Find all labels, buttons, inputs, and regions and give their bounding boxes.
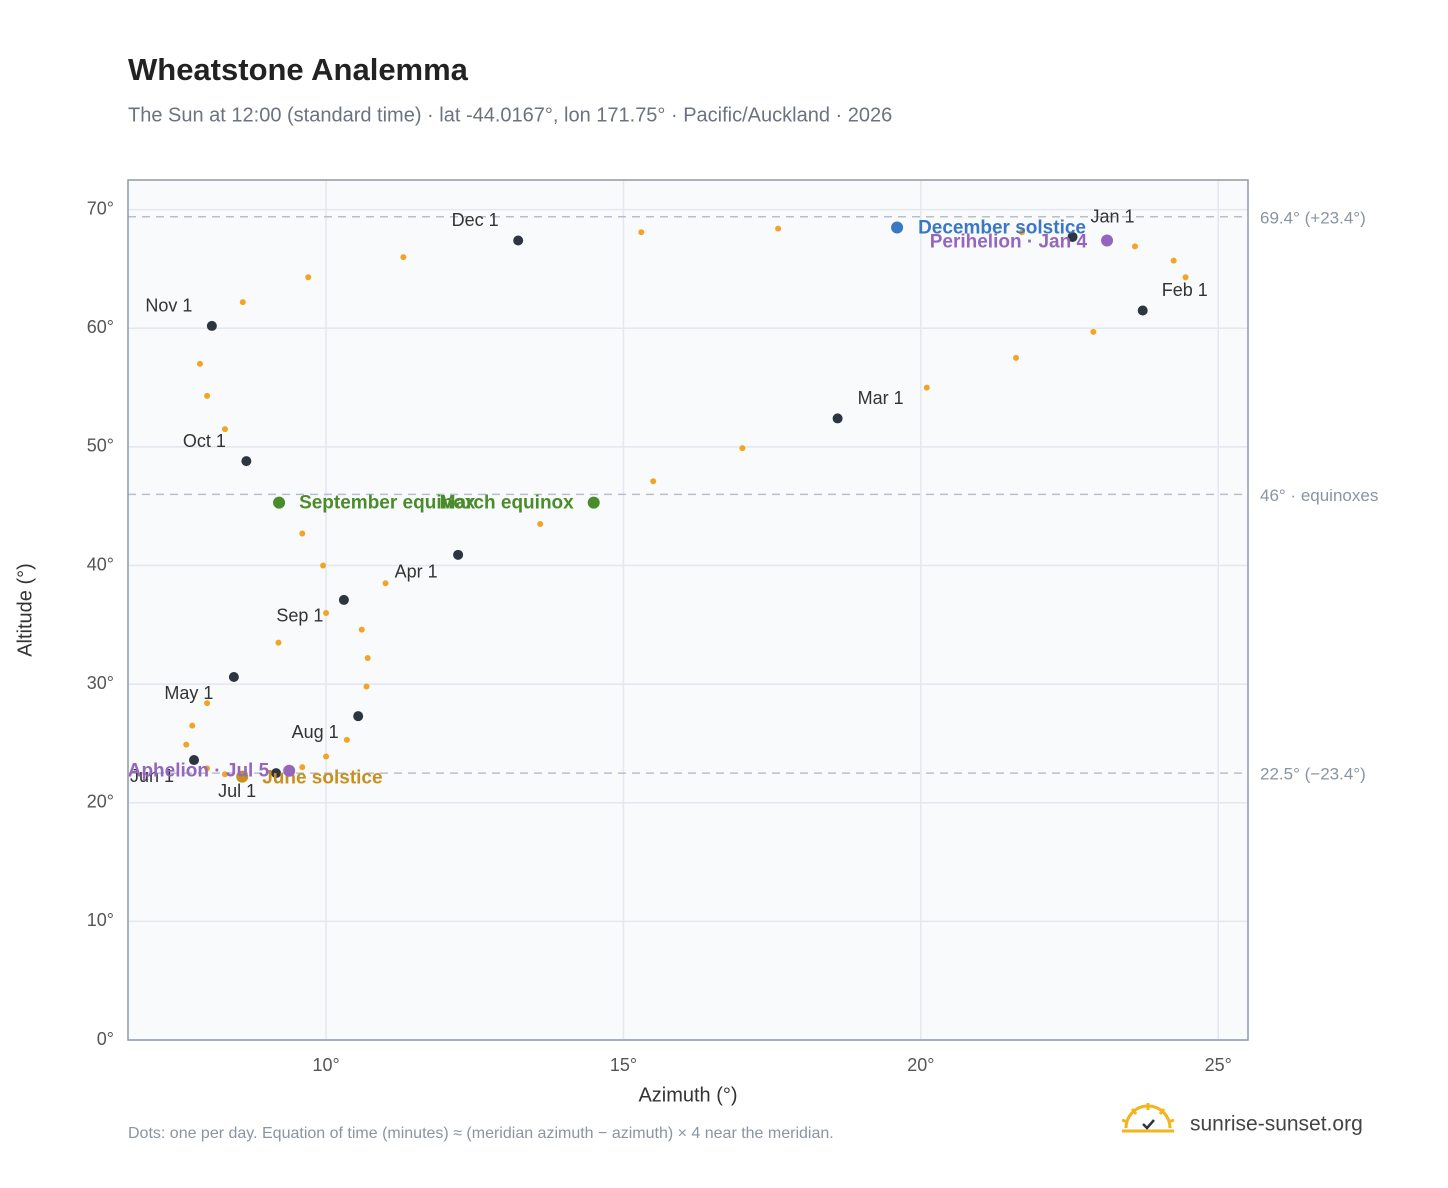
daily-dot	[1182, 274, 1189, 281]
month-marker	[353, 711, 364, 722]
month-marker	[228, 672, 239, 683]
daily-dot	[221, 771, 228, 778]
month-marker	[189, 755, 200, 766]
event-marker	[273, 496, 286, 509]
daily-dot	[305, 274, 312, 281]
month-marker	[241, 456, 252, 467]
daily-dot	[323, 753, 330, 760]
daily-dot	[1131, 243, 1138, 250]
y-tick-label: 50°	[87, 436, 114, 456]
y-tick-label: 70°	[87, 198, 114, 218]
marks: Jan 1 Feb 1 Mar 1 Apr 1 May 1 Jun 1 Jul 1 Aug 1…	[128, 207, 1208, 801]
event-label: June solstice	[262, 768, 382, 789]
y-tick-label: 40°	[87, 554, 114, 574]
month-label: Apr 1	[395, 562, 438, 582]
reference-label: 46° · equinoxes	[1260, 486, 1378, 505]
footnote: Dots: one per day. Equation of time (min…	[128, 1125, 834, 1142]
daily-dot	[1018, 229, 1025, 236]
brand-text: sunrise-sunset.org	[1190, 1113, 1363, 1136]
event-marker	[236, 770, 249, 783]
chart-subtitle: The Sun at 12:00 (standard time) · lat -…	[128, 104, 892, 126]
plot-background	[128, 180, 1248, 1040]
daily-dot	[363, 683, 370, 690]
month-marker	[1067, 231, 1078, 242]
daily-dot	[204, 392, 211, 399]
daily-dot	[358, 626, 365, 633]
event-marker	[587, 496, 600, 509]
daily-dot	[364, 655, 371, 662]
daily-dot	[299, 530, 306, 537]
daily-dot	[638, 229, 645, 236]
month-label: Jul 1	[218, 781, 256, 801]
daily-dot	[275, 639, 282, 646]
reference-label: 22.5° (−23.4°)	[1260, 765, 1366, 784]
y-tick-label: 60°	[87, 317, 114, 337]
event-marker	[1101, 234, 1114, 247]
month-marker	[1137, 305, 1148, 316]
daily-dot	[196, 360, 203, 367]
y-tick-label: 20°	[87, 792, 114, 812]
month-label: Jan 1	[1091, 207, 1135, 227]
event-marker	[891, 221, 904, 234]
month-marker	[832, 413, 843, 424]
event-label: Perihelion · Jan 4	[930, 232, 1088, 253]
daily-dot	[650, 478, 657, 485]
y-tick-label: 0°	[97, 1029, 114, 1049]
daily-dot	[537, 521, 544, 527]
event-label: September equinox	[299, 493, 476, 514]
event-label: March equinox	[440, 493, 575, 514]
y-tick-label: 30°	[87, 673, 114, 693]
event-label: Aphelion · Jul 5	[128, 761, 270, 782]
month-label: Feb 1	[1162, 280, 1208, 300]
chart-title: Wheatstone Analemma	[128, 52, 469, 87]
daily-dot	[739, 445, 746, 452]
daily-dot	[320, 562, 327, 569]
month-label: Oct 1	[183, 431, 226, 451]
month-label: Jun 1	[130, 766, 174, 786]
month-label: Dec 1	[452, 210, 499, 230]
month-marker	[338, 594, 349, 605]
daily-dot	[400, 254, 407, 261]
y-tick-label: 10°	[87, 910, 114, 930]
month-marker	[206, 320, 217, 331]
event-marker	[283, 764, 296, 777]
y-axis-label: Altitude (°)	[14, 563, 36, 657]
daily-dot	[1170, 257, 1177, 264]
daily-dot	[299, 764, 306, 771]
daily-dot	[323, 609, 330, 616]
plot-frame	[127, 179, 1249, 1041]
x-tick-label: 25°	[1205, 1055, 1232, 1075]
daily-dot	[1090, 328, 1097, 335]
daily-dot	[183, 741, 190, 748]
month-label: Nov 1	[145, 296, 192, 316]
daily-dot	[1013, 354, 1020, 361]
month-label: Sep 1	[276, 606, 323, 626]
x-tick-label: 10°	[312, 1055, 339, 1075]
daily-dot	[923, 384, 930, 391]
daily-dot	[189, 722, 196, 729]
daily-dot	[775, 225, 782, 232]
x-tick-label: 20°	[907, 1055, 934, 1075]
month-marker	[513, 235, 524, 246]
daily-dot	[343, 736, 350, 743]
daily-dot	[204, 700, 211, 707]
x-axis-label: Azimuth (°)	[638, 1084, 737, 1106]
month-marker	[271, 768, 282, 779]
daily-dot	[204, 765, 211, 772]
x-tick-label: 15°	[610, 1055, 637, 1075]
daily-dot	[382, 580, 389, 587]
daily-dot	[221, 426, 228, 433]
brand-logo	[1121, 1103, 1175, 1133]
reference-label: 69.4° (+23.4°)	[1260, 208, 1366, 227]
month-label: May 1	[164, 683, 213, 703]
month-label: Aug 1	[292, 722, 339, 742]
event-label: December solstice	[918, 217, 1086, 238]
daily-dot	[239, 299, 246, 306]
month-label: Mar 1	[858, 388, 904, 408]
month-marker	[453, 549, 464, 560]
grid	[128, 180, 1248, 1041]
